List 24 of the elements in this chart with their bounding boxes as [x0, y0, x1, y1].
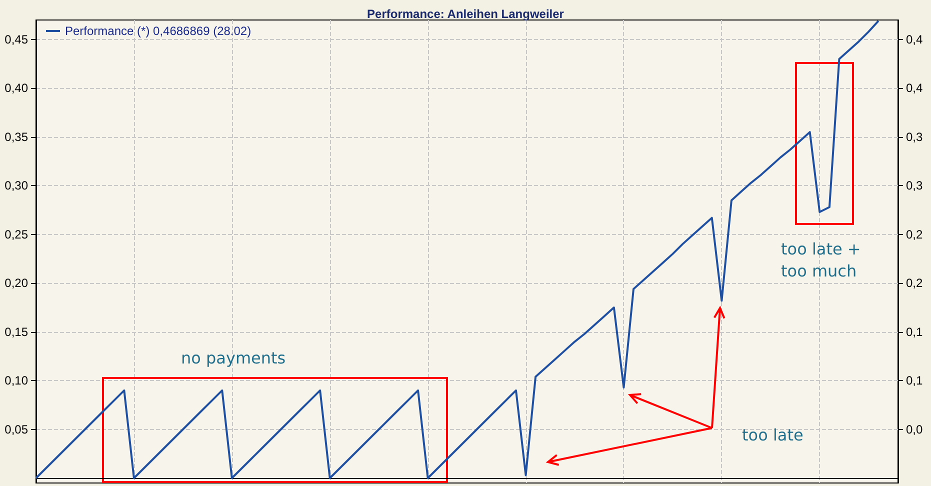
y2-tick-label: 0,4	[906, 32, 924, 46]
line-series	[35, 20, 880, 480]
y2-tick-label: 0,4	[906, 81, 924, 96]
y-tick-label: 0,45	[4, 32, 28, 46]
annotation: no payments	[181, 348, 286, 368]
y2-tick-label: 0,3	[906, 130, 924, 144]
annotation: too late	[742, 426, 804, 444]
chart-title: Performance: Anleihen Langweiler	[367, 7, 564, 21]
y-tick-label: 0,20	[4, 276, 28, 290]
y-tick-label: 0,35	[4, 130, 28, 144]
y-tick-label: 0,05	[4, 422, 28, 436]
y2-tick-label: 0,2	[906, 276, 924, 290]
y2-tick-label: 0,3	[906, 178, 924, 193]
y2-tick-label: 0,2	[906, 227, 924, 242]
y2-tick-label: 0,1	[906, 324, 924, 339]
y-tick-label: 0,40	[4, 81, 28, 96]
legend-label: Performance (*) 0,4686869 (28.02)	[65, 24, 252, 38]
annotation: too late + too much	[781, 240, 861, 280]
y-tick-label: 0,25	[4, 227, 28, 242]
y2-tick-label: 0,0	[906, 422, 924, 436]
y-tick-label: 0,30	[4, 178, 28, 193]
y2-tick-label: 0,1	[906, 374, 924, 388]
y-tick-label: 0,10	[4, 374, 28, 388]
y-tick-label: 0,15	[4, 324, 28, 339]
